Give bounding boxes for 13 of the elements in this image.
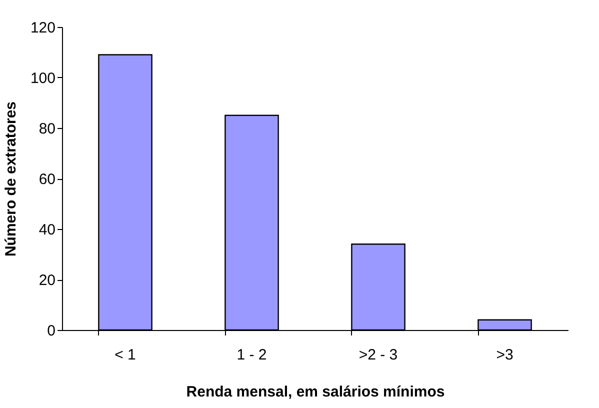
y-tick-label: 80 — [38, 120, 56, 138]
y-tick-label: 60 — [38, 171, 56, 188]
y-tick-label: 0 — [47, 322, 56, 340]
y-tick-label: 120 — [30, 20, 56, 36]
x-tick-label: >2 - 3 — [358, 346, 398, 364]
y-tick-label: 40 — [38, 222, 56, 238]
x-tick-label: 1 - 2 — [236, 346, 267, 364]
y-tick-label: 20 — [38, 272, 56, 289]
x-axis-title: Renda mensal, em salários mínimos — [186, 384, 445, 400]
x-tick-label: < 1 — [114, 346, 136, 364]
x-tick-label: >3 — [496, 346, 514, 364]
y-tick-label: 100 — [30, 70, 56, 87]
y-axis-title: Número de extratores — [2, 101, 20, 257]
